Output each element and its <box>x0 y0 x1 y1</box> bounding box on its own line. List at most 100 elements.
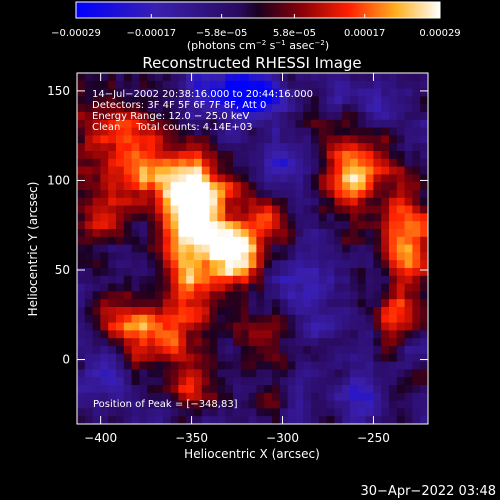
heatmap-cell <box>264 330 273 339</box>
heatmap-cell <box>100 158 109 168</box>
heatmap-cell <box>303 416 312 424</box>
heatmap-cell <box>201 291 211 300</box>
heatmap-cell <box>170 392 179 402</box>
heatmap-cell <box>225 291 234 300</box>
heatmap-cell <box>147 400 156 409</box>
heatmap-cell <box>162 392 172 402</box>
heatmap-cell <box>404 205 413 214</box>
heatmap-cell <box>77 221 86 230</box>
heatmap-cell <box>318 322 328 331</box>
heatmap-cell <box>357 104 367 113</box>
heatmap-cell <box>194 135 203 144</box>
heatmap-cell <box>201 96 211 105</box>
heatmap-cell <box>116 283 125 292</box>
heatmap-cell <box>334 353 343 363</box>
heatmap-cell <box>396 80 406 90</box>
heatmap-cell <box>365 80 374 90</box>
heatmap-cell <box>77 330 86 339</box>
heatmap-cell <box>131 166 140 175</box>
heatmap-cell <box>233 236 242 246</box>
heatmap-cell <box>155 377 164 386</box>
heatmap-cell <box>217 338 226 347</box>
heatmap-cell <box>108 322 117 331</box>
heatmap-cell <box>209 260 218 269</box>
heatmap-cell <box>381 291 390 300</box>
heatmap-cell <box>100 322 109 331</box>
heatmap-cell <box>272 416 281 424</box>
heatmap-cell <box>77 392 86 402</box>
heatmap-cell <box>311 88 320 97</box>
heatmap-cell <box>77 400 86 409</box>
heatmap-cell <box>201 283 211 292</box>
heatmap-cell <box>170 151 179 160</box>
heatmap-cell <box>123 236 133 246</box>
heatmap-cell <box>287 197 296 207</box>
heatmap-cell <box>201 166 211 175</box>
heatmap-cell <box>279 307 289 316</box>
heatmap-cell <box>170 322 179 331</box>
heatmap-cell <box>272 369 281 378</box>
heatmap-cell <box>155 385 164 394</box>
heatmap-cell <box>92 151 101 160</box>
heatmap-cell <box>84 166 94 175</box>
heatmap-cell <box>326 268 335 277</box>
heatmap-cell <box>311 151 320 160</box>
heatmap-cell <box>116 322 125 331</box>
heatmap-cell <box>131 291 140 300</box>
heatmap-cell <box>240 127 250 136</box>
heatmap-cell <box>373 104 382 113</box>
heatmap-cell <box>295 252 304 261</box>
heatmap-cell <box>155 291 164 300</box>
heatmap-cell <box>420 408 428 417</box>
heatmap-cell <box>77 205 86 214</box>
heatmap-cell <box>233 151 242 160</box>
heatmap-cell <box>92 408 101 417</box>
heatmap-cell <box>357 174 367 183</box>
heatmap-cell <box>295 182 304 191</box>
heatmap-cell <box>303 369 312 378</box>
heatmap-cell <box>373 151 382 160</box>
heatmap-cell <box>248 174 257 183</box>
heatmap-cell <box>334 252 343 261</box>
heatmap-cell <box>350 268 359 277</box>
heatmap-cell <box>404 73 413 82</box>
heatmap-cell <box>396 353 406 363</box>
heatmap-cell <box>123 127 133 136</box>
heatmap-cell <box>147 252 156 261</box>
heatmap-cell <box>100 252 109 261</box>
heatmap-cell <box>170 377 179 386</box>
heatmap-cell <box>404 291 413 300</box>
heatmap-cell <box>350 291 359 300</box>
heatmap-cell <box>357 322 367 331</box>
heatmap-cell <box>311 369 320 378</box>
heatmap-cell <box>217 229 226 238</box>
heatmap-cell <box>350 73 359 82</box>
heatmap-cell <box>209 416 218 424</box>
heatmap-cell <box>404 221 413 230</box>
heatmap-cell <box>279 408 289 417</box>
heatmap-cell <box>170 182 179 191</box>
heatmap-cell <box>248 338 257 347</box>
heatmap-cell <box>412 377 421 386</box>
heatmap-cell <box>396 361 406 370</box>
heatmap-cell <box>396 88 406 97</box>
heatmap-cell <box>92 377 101 386</box>
heatmap-cell <box>131 338 140 347</box>
heatmap-cell <box>217 299 226 308</box>
heatmap-cell <box>334 416 343 424</box>
heatmap-cell <box>84 400 94 409</box>
heatmap-cell <box>209 158 218 168</box>
heatmap-cell <box>256 291 265 300</box>
heatmap-cell <box>77 80 86 90</box>
heatmap-cell <box>155 314 164 324</box>
heatmap-cell <box>342 408 351 417</box>
heatmap-cell <box>396 307 406 316</box>
heatmap-cell <box>326 377 335 386</box>
heatmap-cell <box>77 166 86 175</box>
heatmap-cell <box>381 229 390 238</box>
heatmap-cell <box>147 322 156 331</box>
heatmap-cell <box>365 408 374 417</box>
heatmap-cell <box>350 392 359 402</box>
heatmap-cell <box>404 361 413 370</box>
heatmap-cell <box>186 174 195 183</box>
